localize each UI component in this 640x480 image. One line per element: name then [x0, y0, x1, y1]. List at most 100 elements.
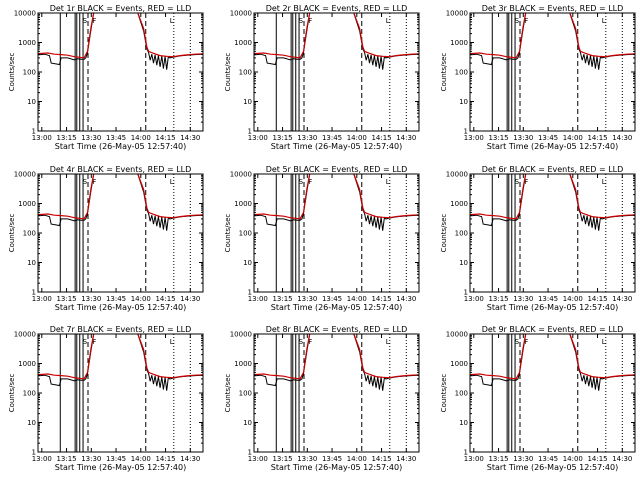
marker-letter-s: S	[299, 17, 304, 25]
x-tick-label: 14:00	[347, 134, 367, 142]
y-tick-label: 10	[459, 259, 468, 267]
detector-panel-9: S F L 1 10 100 1000 10000 13:00 13:15 13:30 13:45 14…	[440, 325, 636, 472]
panel-title: Det 3r BLACK = Events, RED = LLD	[482, 4, 624, 13]
x-tick-label: 14:15	[587, 455, 607, 463]
y-tick-label: 10	[27, 419, 36, 427]
panel-x-axis-label: Start Time (26-May-05 12:57:40)	[271, 142, 402, 151]
panel-y-axis-label: Counts/sec	[440, 53, 448, 92]
x-tick-label: 14:15	[155, 455, 175, 463]
x-tick-label: 14:30	[180, 455, 200, 463]
x-tick-label: 14:00	[347, 455, 367, 463]
panel-y-axis-label: Counts/sec	[224, 214, 232, 253]
detector-panel-1: S F L 1 10 100 1000 10000 13:00 13:15 13:30 13:45 14…	[8, 4, 204, 151]
y-tick-label: 10	[27, 98, 36, 106]
lld-series-line	[254, 174, 419, 220]
x-tick-label: 13:15	[488, 134, 508, 142]
x-tick-label: 13:00	[248, 455, 268, 463]
x-tick-label: 13:00	[464, 455, 484, 463]
panel-title: Det 6r BLACK = Events, RED = LLD	[482, 165, 624, 174]
x-tick-label: 13:30	[81, 295, 101, 303]
panel-y-axis-label: Counts/sec	[8, 53, 16, 92]
marker-letter-f: F	[524, 17, 528, 25]
marker-letter-s: S	[83, 178, 88, 186]
y-tick-label: 10000	[230, 10, 252, 18]
lld-series-line	[38, 13, 203, 59]
y-tick-label: 10000	[446, 171, 468, 179]
y-tick-label: 100	[455, 69, 468, 77]
y-tick-label: 100	[239, 230, 252, 238]
y-tick-label: 10000	[14, 10, 36, 18]
x-tick-label: 14:15	[371, 295, 391, 303]
x-tick-label: 13:15	[272, 295, 292, 303]
x-tick-label: 13:30	[81, 134, 101, 142]
y-tick-label: 1000	[450, 200, 468, 208]
x-tick-label: 13:30	[297, 134, 317, 142]
panel-y-axis-label: Counts/sec	[440, 374, 448, 413]
marker-letter-s: S	[515, 338, 520, 346]
marker-letter-l: L	[170, 178, 174, 186]
marker-letter-f: F	[308, 338, 312, 346]
x-tick-label: 13:30	[513, 134, 533, 142]
y-tick-label: 1	[32, 449, 36, 457]
x-tick-label: 14:30	[612, 295, 632, 303]
x-tick-label: 13:45	[106, 295, 126, 303]
lld-series-line	[470, 174, 635, 220]
y-tick-label: 1	[248, 289, 252, 297]
panel-title: Det 5r BLACK = Events, RED = LLD	[266, 165, 408, 174]
marker-letter-f: F	[524, 178, 528, 186]
marker-letter-f: F	[92, 338, 96, 346]
x-tick-label: 14:15	[371, 134, 391, 142]
x-tick-label: 13:00	[248, 134, 268, 142]
y-tick-label: 1	[248, 449, 252, 457]
x-tick-label: 14:00	[131, 455, 151, 463]
x-tick-label: 14:30	[612, 455, 632, 463]
y-tick-label: 100	[455, 230, 468, 238]
x-tick-label: 13:15	[272, 134, 292, 142]
y-tick-label: 10000	[14, 331, 36, 339]
x-tick-label: 13:00	[32, 455, 52, 463]
x-tick-label: 13:45	[106, 134, 126, 142]
y-tick-label: 1000	[234, 200, 252, 208]
y-tick-label: 10	[243, 98, 252, 106]
y-tick-label: 100	[23, 69, 36, 77]
detector-panel-2: S F L 1 10 100 1000 10000 13:00 13:15 13:30 13:45 14…	[224, 4, 420, 151]
y-tick-label: 1	[248, 128, 252, 136]
y-tick-label: 100	[455, 390, 468, 398]
x-tick-label: 14:00	[347, 295, 367, 303]
marker-letter-s: S	[515, 17, 520, 25]
panel-title: Det 1r BLACK = Events, RED = LLD	[50, 4, 192, 13]
panel-title: Det 8r BLACK = Events, RED = LLD	[266, 325, 408, 334]
x-tick-label: 13:30	[297, 455, 317, 463]
marker-letter-s: S	[83, 338, 88, 346]
x-tick-label: 14:30	[180, 134, 200, 142]
x-tick-label: 14:00	[563, 455, 583, 463]
detector-panel-6: S F L 1 10 100 1000 10000 13:00 13:15 13:30 13:45 14…	[440, 165, 636, 312]
y-tick-label: 10000	[14, 171, 36, 179]
x-tick-label: 13:00	[32, 134, 52, 142]
lld-series-line	[38, 174, 203, 220]
marker-letter-f: F	[308, 17, 312, 25]
x-tick-label: 13:30	[81, 455, 101, 463]
x-tick-label: 14:00	[563, 134, 583, 142]
panel-title: Det 4r BLACK = Events, RED = LLD	[50, 165, 192, 174]
y-tick-label: 1000	[18, 200, 36, 208]
marker-letter-l: L	[602, 338, 606, 346]
x-tick-label: 13:45	[538, 134, 558, 142]
y-tick-label: 100	[23, 390, 36, 398]
panel-x-axis-label: Start Time (26-May-05 12:57:40)	[55, 463, 186, 472]
x-tick-label: 13:00	[248, 295, 268, 303]
marker-letter-l: L	[386, 178, 390, 186]
panel-title: Det 2r BLACK = Events, RED = LLD	[266, 4, 408, 13]
detector-panel-5: S F L 1 10 100 1000 10000 13:00 13:15 13:30 13:45 14…	[224, 165, 420, 312]
x-tick-label: 13:45	[322, 134, 342, 142]
marker-letter-l: L	[170, 338, 174, 346]
y-tick-label: 1000	[450, 360, 468, 368]
x-tick-label: 13:15	[272, 455, 292, 463]
panel-y-axis-label: Counts/sec	[224, 374, 232, 413]
panel-x-axis-label: Start Time (26-May-05 12:57:40)	[487, 303, 618, 312]
y-tick-label: 100	[239, 390, 252, 398]
y-tick-label: 100	[23, 230, 36, 238]
x-tick-label: 14:30	[180, 295, 200, 303]
x-tick-label: 14:00	[563, 295, 583, 303]
